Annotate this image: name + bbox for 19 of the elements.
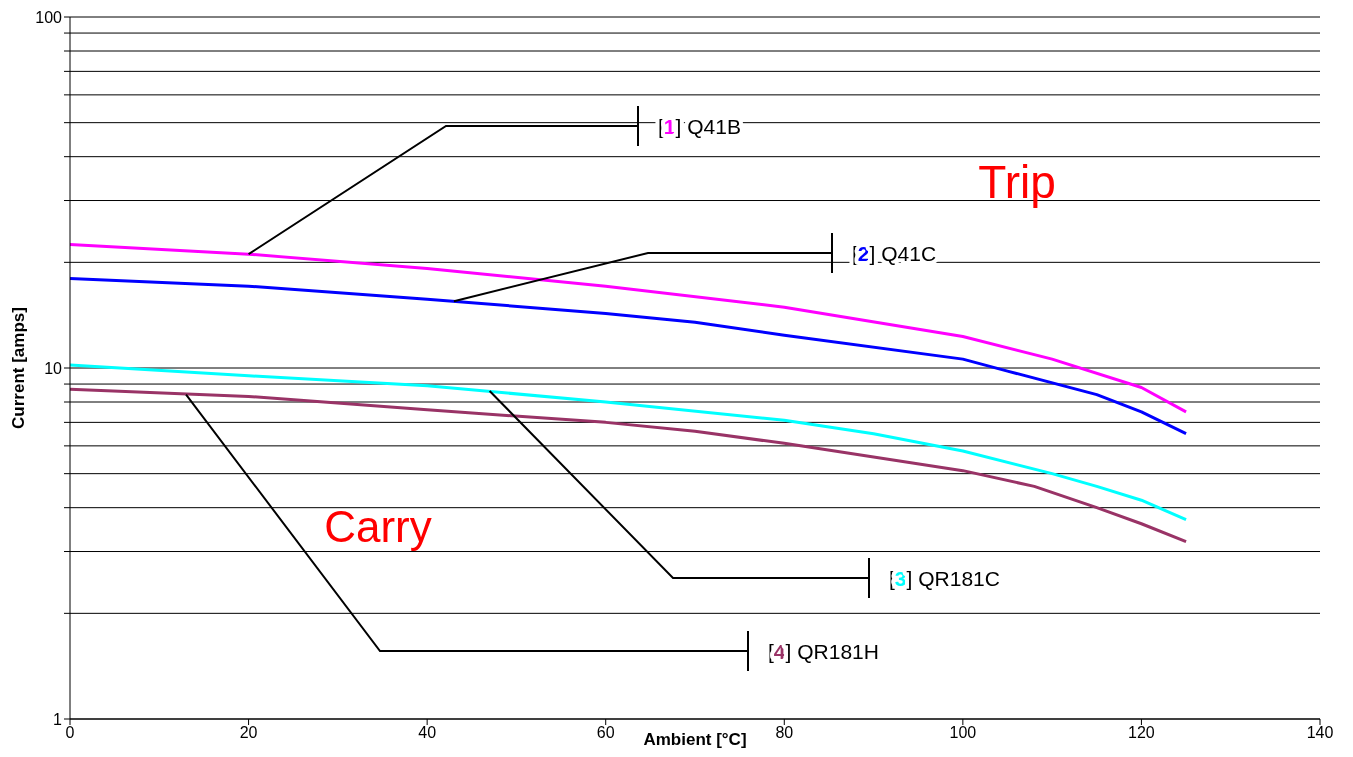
annotation: [4] QR181H (768, 640, 879, 663)
line-series (70, 276, 1188, 436)
x-tick-label: 100 (949, 724, 977, 742)
y-tick-label: 100 (35, 8, 63, 26)
x-tick-label: 140 (1306, 724, 1334, 742)
x-tick-label: 0 (65, 724, 75, 742)
annotation: [3] QR181C (889, 567, 1000, 590)
y-axis-title: Current [amps] (9, 307, 28, 429)
x-tick-label: 80 (775, 724, 794, 742)
y-tick-label: 1 (53, 710, 63, 728)
x-tick-label: 60 (596, 724, 615, 742)
x-tick-label: 120 (1128, 724, 1155, 742)
line-series (70, 242, 1188, 414)
y-tick-label: 10 (44, 359, 63, 377)
x-tick-label: 20 (239, 724, 258, 742)
annotation: Trip (978, 156, 1056, 208)
x-tick-label: 40 (418, 724, 437, 742)
x-axis-title: Ambient [°C] (643, 730, 747, 749)
annotation: Carry (324, 502, 432, 551)
